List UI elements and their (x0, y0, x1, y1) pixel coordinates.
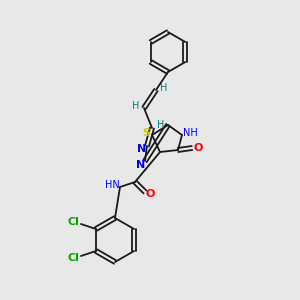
Text: N: N (136, 160, 146, 170)
Text: H: H (157, 120, 164, 130)
Text: HN: HN (105, 180, 119, 190)
Text: H: H (132, 101, 139, 111)
Text: Cl: Cl (67, 253, 79, 263)
Text: N: N (137, 144, 147, 154)
Text: Cl: Cl (67, 217, 79, 227)
Text: NH: NH (183, 128, 197, 138)
Text: S: S (142, 128, 150, 138)
Text: H: H (160, 83, 167, 93)
Text: O: O (193, 143, 203, 153)
Text: O: O (145, 189, 155, 199)
